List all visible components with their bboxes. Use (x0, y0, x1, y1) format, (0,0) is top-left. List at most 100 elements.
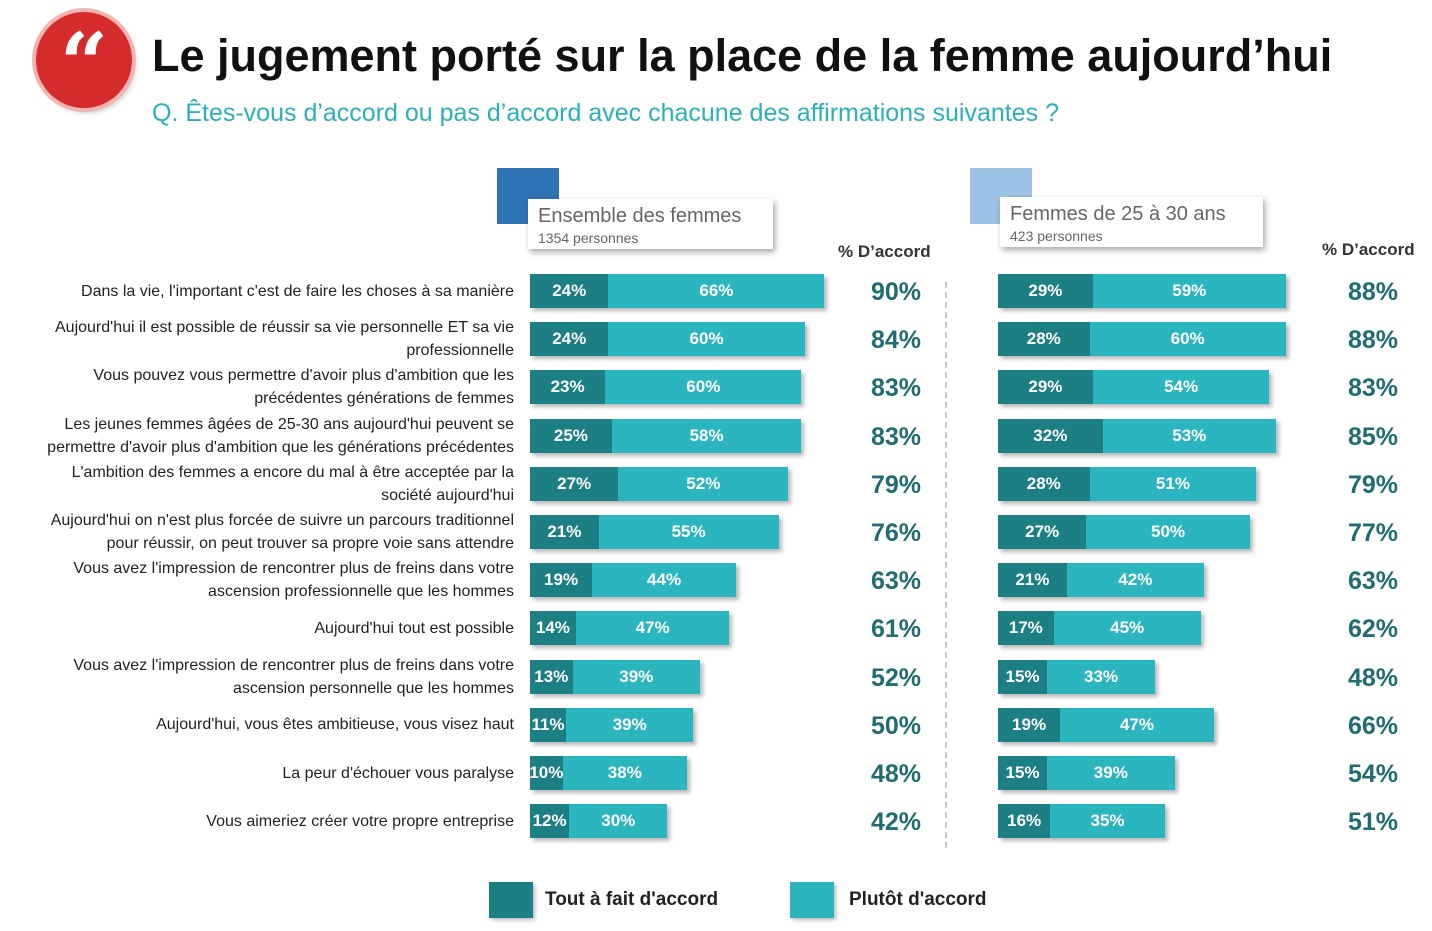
bar-value-label: 52% (686, 473, 721, 493)
bar-plutot: 38% (562, 756, 687, 790)
panel1-total-header: % D’accord (838, 242, 931, 261)
bar-group-panel2: 27% 50% (998, 515, 1250, 549)
row-label: La peur d'échouer vous paralyse (0, 750, 514, 796)
bar-plutot: 53% (1102, 418, 1276, 453)
bar-tout-a-fait: 17% (998, 611, 1054, 646)
bar-value-label: 24% (552, 281, 587, 300)
total-accord-panel2: 83% (1347, 374, 1399, 403)
bar-value-label: 25% (553, 425, 588, 445)
quote-icon: “ (59, 14, 109, 113)
bar-plutot: 45% (1053, 611, 1201, 646)
row-label-line: Aujourd'hui on n'est plus forcée de suiv… (50, 512, 514, 529)
row-label-line: précédentes générations de femmes (254, 390, 514, 408)
total-accord-panel1: 61% (870, 615, 922, 644)
bar-value-label: 33% (1083, 666, 1119, 686)
bar-value-label: 59% (1172, 281, 1207, 300)
bar-tout-a-fait: 19% (998, 707, 1061, 742)
bar-tout-a-fait: 27% (530, 466, 619, 501)
panel2-name: Femmes de 25 à 30 ans (1010, 203, 1226, 225)
bar-tout-a-fait: 15% (998, 659, 1048, 694)
row-label: Vous aimeriez créer votre propre entrepr… (0, 798, 514, 844)
bar-value-label: 10% (529, 763, 564, 782)
row-label-line: Aujourd'hui tout est possible (314, 619, 514, 637)
bar-value-label: 47% (1119, 714, 1154, 734)
total-accord-panel1: 90% (870, 278, 922, 306)
bar-tout-a-fait: 12% (530, 804, 570, 839)
bar-plutot: 54% (1092, 370, 1270, 405)
bar-value-label: 38% (607, 763, 642, 782)
total-accord-panel1: 83% (870, 422, 922, 451)
row-label-line: ascension professionnelle que les hommes (208, 583, 514, 601)
total-accord-panel1: 52% (870, 663, 922, 692)
legend-label-plutot: Plutôt d'accord (849, 889, 987, 910)
bar-value-label: 45% (1110, 618, 1145, 638)
bar-plutot: 47% (575, 611, 730, 646)
row-label: Dans la vie, l'important c'est de faire … (0, 268, 514, 314)
bar-plutot: 51% (1089, 466, 1257, 501)
bar-plutot: 55% (598, 515, 779, 549)
panel1-card: Ensemble des femmes 1354 personnes (528, 199, 773, 249)
bar-value-label: 53% (1172, 425, 1207, 445)
row-label-line: L'ambition des femmes a encore du mal à … (71, 463, 514, 481)
total-accord-panel2: 48% (1347, 663, 1399, 692)
bar-group-panel2: 15% 33% (998, 659, 1155, 694)
total-accord-panel1: 76% (870, 519, 922, 547)
bar-value-label: 21% (547, 522, 582, 541)
bar-plutot: 35% (1050, 804, 1165, 839)
bar-value-label: 54% (1164, 377, 1199, 397)
total-accord-panel1: 42% (870, 808, 922, 837)
bar-plutot: 39% (1047, 756, 1175, 790)
panel2-card: Femmes de 25 à 30 ans 423 personnes (1000, 197, 1263, 247)
row-label: Les jeunes femmes âgées de 25-30 ans auj… (0, 413, 514, 459)
bar-value-label: 39% (612, 714, 647, 734)
row-label: Aujourd'hui on n'est plus forcée de suiv… (0, 509, 514, 555)
legend-label-tout-a-fait: Tout à fait d'accord (545, 889, 719, 910)
row-label: L'ambition des femmes a encore du mal à … (0, 461, 514, 507)
row-label-line: Vous avez l'impression de rencontrer plu… (73, 656, 514, 674)
bar-group-panel2: 32% 53% (998, 418, 1276, 453)
row-label-line: pour réussir, on peut trouver sa propre … (106, 535, 514, 552)
bar-tout-a-fait: 29% (998, 370, 1093, 405)
bar-tout-a-fait: 13% (530, 659, 573, 694)
bar-group-panel1: 11% 39% (530, 707, 694, 742)
bar-tout-a-fait: 25% (530, 418, 612, 453)
bar-tout-a-fait: 21% (998, 563, 1067, 598)
bar-plutot: 58% (611, 418, 802, 453)
total-accord-panel2: 54% (1347, 760, 1399, 788)
bar-value-label: 24% (552, 329, 587, 349)
bar-value-label: 27% (1025, 522, 1060, 541)
total-accord-panel2: 85% (1347, 422, 1399, 451)
bar-group-panel1: 23% 60% (530, 370, 802, 405)
row-label-line: Aujourd'hui, vous êtes ambitieuse, vous … (156, 716, 514, 734)
bar-value-label: 23% (550, 377, 585, 397)
row-label: Vous avez l'impression de rencontrer plu… (0, 654, 514, 700)
bar-value-label: 60% (689, 329, 724, 349)
bar-plutot: 30% (569, 804, 668, 839)
row-label: Aujourd'hui, vous êtes ambitieuse, vous … (0, 702, 514, 748)
bar-plutot: 60% (608, 322, 805, 357)
total-accord-panel2: 63% (1347, 567, 1399, 596)
bar-value-label: 32% (1033, 425, 1068, 445)
bar-group-panel1: 12% 30% (530, 804, 668, 839)
bar-value-label: 51% (1155, 473, 1190, 493)
total-accord-panel1: 83% (870, 374, 922, 403)
bar-tout-a-fait: 24% (530, 274, 609, 308)
bar-tout-a-fait: 21% (530, 515, 599, 549)
row-label: Aujourd'hui tout est possible (0, 605, 514, 651)
total-accord-panel2: 77% (1347, 519, 1399, 547)
page-title: Le jugement porté sur la place de la fem… (152, 30, 1333, 81)
row-label-line: société aujourd'hui (381, 486, 514, 504)
row-label: Vous pouvez vous permettre d'avoir plus … (0, 364, 514, 410)
quote-badge: “ (36, 12, 132, 112)
total-accord-panel1: 50% (870, 711, 922, 740)
bar-group-panel2: 29% 54% (998, 370, 1270, 405)
bar-tout-a-fait: 23% (530, 370, 606, 405)
bar-value-label: 47% (635, 618, 670, 638)
bar-tout-a-fait: 14% (530, 611, 576, 646)
bar-plutot: 66% (608, 274, 825, 308)
total-accord-panel2: 88% (1347, 326, 1399, 355)
total-accord-panel1: 79% (870, 470, 922, 499)
panel-divider (945, 282, 947, 848)
bar-value-label: 29% (1028, 281, 1063, 300)
bar-value-label: 19% (544, 570, 579, 590)
